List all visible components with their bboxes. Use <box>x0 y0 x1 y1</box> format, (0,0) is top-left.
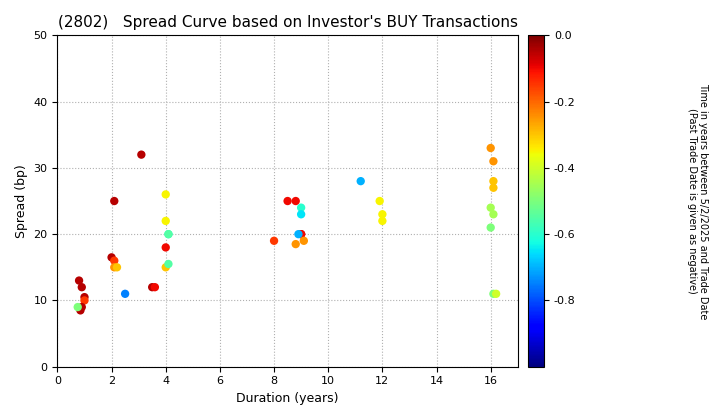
Point <box>160 244 171 251</box>
Point <box>78 294 90 300</box>
Point <box>487 184 499 191</box>
Point <box>377 218 388 224</box>
Point <box>76 304 88 310</box>
Point <box>290 198 302 205</box>
Point <box>120 291 131 297</box>
Point <box>485 224 497 231</box>
Point <box>269 237 280 244</box>
Point <box>111 264 122 270</box>
Point <box>160 191 171 198</box>
Point <box>485 144 497 151</box>
Point <box>487 158 499 165</box>
Point <box>149 284 161 291</box>
Y-axis label: Spread (bp): Spread (bp) <box>15 164 28 238</box>
Point <box>72 304 84 310</box>
Point <box>160 264 171 270</box>
Point <box>487 291 499 297</box>
Point <box>109 198 120 205</box>
Point <box>295 231 307 238</box>
Y-axis label: Time in years between 5/2/2025 and Trade Date
(Past Trade Date is given as negat: Time in years between 5/2/2025 and Trade… <box>687 83 708 319</box>
Point <box>73 277 85 284</box>
Point <box>282 198 293 205</box>
Point <box>487 178 499 184</box>
Point <box>109 264 120 270</box>
Point <box>106 254 117 261</box>
Point <box>377 211 388 218</box>
Point <box>487 211 499 218</box>
Point <box>292 231 304 238</box>
Point <box>163 261 174 268</box>
Point <box>146 284 158 291</box>
Point <box>485 204 497 211</box>
Point <box>298 237 310 244</box>
Point <box>109 257 120 264</box>
Point <box>135 151 147 158</box>
Point <box>355 178 366 184</box>
Point <box>163 231 174 238</box>
Point <box>76 284 88 291</box>
Point <box>295 231 307 238</box>
Point <box>295 204 307 211</box>
Point <box>78 297 90 304</box>
Point <box>295 211 307 218</box>
Point <box>160 218 171 224</box>
Point <box>290 241 302 247</box>
Point <box>163 231 174 238</box>
X-axis label: Duration (years): Duration (years) <box>236 392 339 405</box>
Point <box>75 307 86 314</box>
Title: (2802)   Spread Curve based on Investor's BUY Transactions: (2802) Spread Curve based on Investor's … <box>58 15 518 30</box>
Point <box>490 291 502 297</box>
Point <box>374 198 385 205</box>
